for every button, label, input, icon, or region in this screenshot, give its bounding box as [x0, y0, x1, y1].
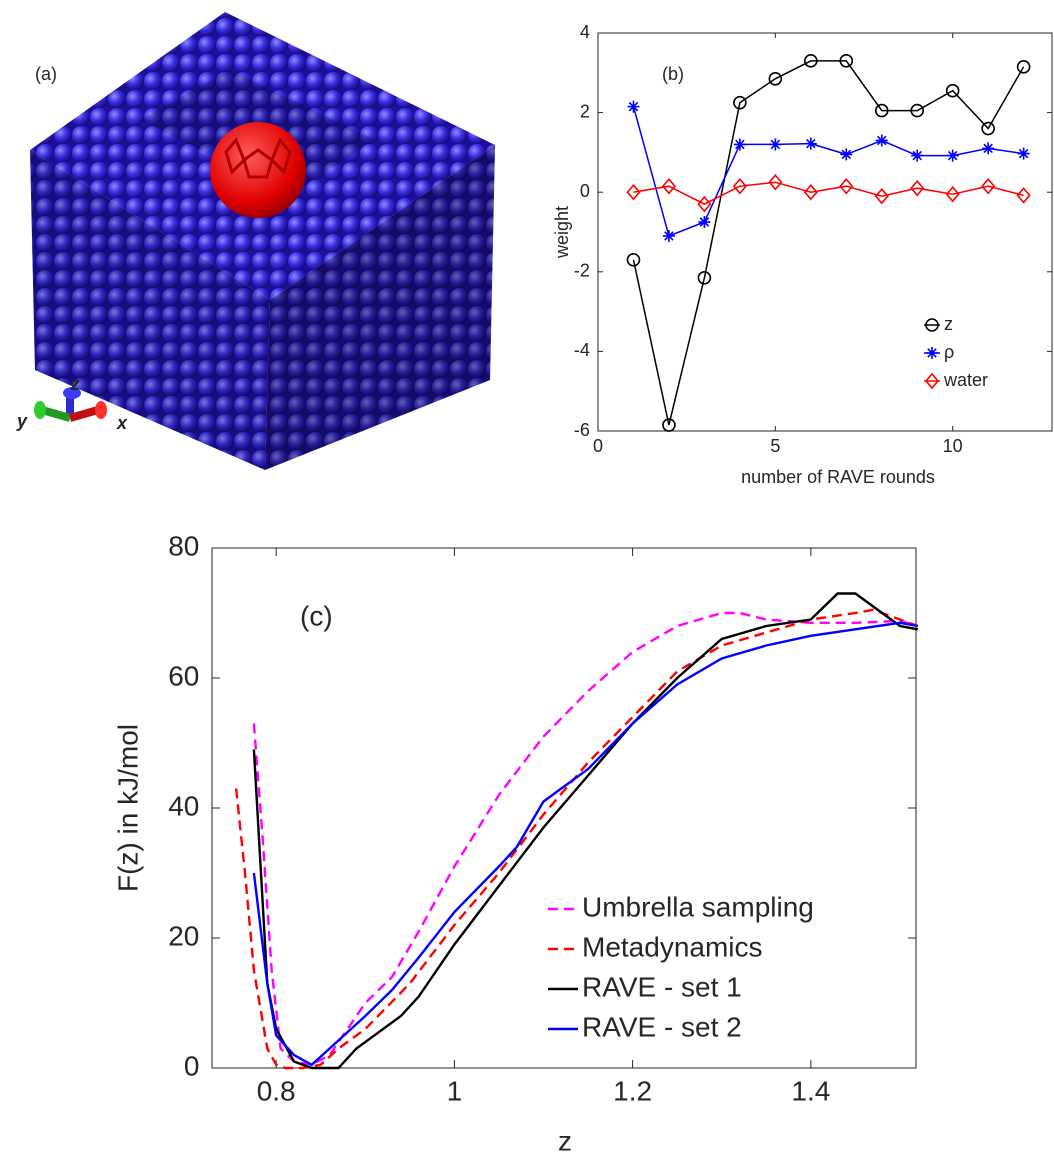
y-tick-label: -4: [574, 340, 590, 360]
marker: [874, 103, 889, 118]
legend-label: Umbrella sampling: [582, 891, 814, 922]
marker: [768, 174, 783, 191]
marker: [804, 54, 818, 68]
y-tick-label: 80: [168, 530, 199, 561]
series-line: [632, 60, 1025, 426]
marker: [981, 178, 996, 195]
legend-label: z: [944, 314, 953, 334]
y-tick-label: 20: [168, 920, 199, 951]
legend-marker: [926, 347, 938, 359]
x-tick-label: 1.2: [613, 1076, 652, 1107]
marker: [875, 134, 888, 147]
axis-z-head: [63, 387, 81, 399]
y-tick-label: -2: [574, 261, 590, 281]
axis-label: x: [116, 413, 128, 433]
y-tick-label: 4: [580, 22, 590, 42]
cube-left-shade: [30, 150, 270, 470]
panel-a-render: (a) z y x: [16, 12, 495, 470]
marker: [1016, 60, 1031, 74]
legend-marker: [924, 372, 940, 390]
marker: [946, 149, 959, 162]
axis-y-head: [34, 401, 46, 419]
marker: [1016, 187, 1031, 204]
marker: [661, 178, 676, 195]
panel-label: (c): [300, 600, 333, 631]
legend-label: RAVE - set 1: [582, 971, 742, 1002]
legend-label: RAVE - set 2: [582, 1011, 742, 1042]
y-axis-label: F(z) in kJ/mol: [112, 724, 143, 892]
axis-x-head: [95, 401, 107, 419]
marker: [911, 149, 924, 162]
marker: [733, 138, 746, 151]
marker: [626, 253, 641, 267]
y-tick-label: 0: [580, 181, 590, 201]
marker: [626, 183, 641, 201]
x-tick-label: 0: [593, 436, 603, 456]
plot-area: [597, 32, 1053, 432]
marker: [804, 137, 817, 150]
series-line: [633, 181, 1024, 205]
marker: [1017, 147, 1030, 160]
marker: [839, 54, 854, 68]
marker: [733, 95, 747, 110]
marker: [981, 121, 995, 136]
series-line: [234, 608, 919, 1070]
panel-label: (a): [35, 64, 57, 84]
marker: [874, 187, 889, 205]
marker: [698, 216, 711, 229]
x-tick-label: 1: [447, 1076, 463, 1107]
y-tick-label: 2: [580, 101, 590, 121]
marker: [840, 148, 853, 161]
marker: [910, 103, 925, 118]
marker: [697, 195, 712, 213]
marker: [945, 83, 960, 98]
marker: [732, 178, 747, 195]
marker: [982, 142, 995, 155]
legend-marker: [925, 318, 939, 332]
cube-right-shade: [265, 145, 495, 470]
series-line: [252, 621, 919, 1067]
y-tick-label: 40: [168, 790, 199, 821]
cube-left: [30, 150, 270, 470]
y-axis-label: weight: [552, 206, 572, 259]
x-tick-label: 5: [770, 436, 780, 456]
x-tick-label: 10: [943, 436, 963, 456]
fullerene-rings: [224, 137, 292, 179]
y-tick-label: 60: [168, 660, 199, 691]
legend-label: Metadynamics: [582, 931, 763, 962]
marker: [662, 229, 675, 242]
series-line: [252, 592, 919, 1070]
y-tick-label: 0: [184, 1050, 200, 1081]
marker: [803, 183, 818, 201]
x-tick-label: 0.8: [257, 1076, 296, 1107]
x-tick-label: 1.4: [791, 1076, 830, 1107]
axis-label: z: [70, 374, 80, 394]
marker: [662, 418, 676, 432]
axis-y-arrow: [40, 406, 72, 422]
axis-label: y: [16, 411, 28, 431]
axis-x-arrow: [68, 406, 100, 422]
marker: [769, 138, 782, 151]
marker: [945, 185, 960, 203]
marker: [697, 270, 712, 285]
series-line: [632, 106, 1024, 238]
y-tick-label: -6: [574, 420, 590, 440]
marker: [839, 178, 854, 195]
fullerene: [210, 122, 306, 218]
marker: [768, 71, 783, 86]
marker: [627, 100, 640, 113]
legend-label: water: [943, 370, 988, 390]
x-axis-label: z: [558, 1125, 572, 1156]
panel-label: (b): [662, 64, 684, 84]
cube-right: [265, 145, 495, 470]
x-axis-label: number of RAVE rounds: [741, 467, 935, 487]
legend-label: ρ: [944, 342, 954, 362]
marker: [910, 179, 925, 197]
